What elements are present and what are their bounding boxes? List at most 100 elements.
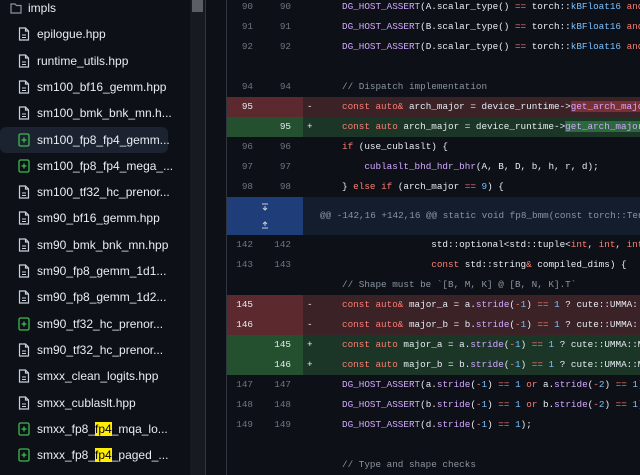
diff-sign: - bbox=[307, 319, 313, 330]
new-line-number bbox=[265, 315, 303, 335]
file-tree: impls epilogue.hpp runtime_utils.hpp sm100_… bbox=[0, 0, 190, 475]
code-line: // Dispatch implementation bbox=[303, 77, 640, 97]
file-item[interactable]: sm90_bmk_bnk_mn.hpp bbox=[0, 232, 168, 258]
file-label: sm90_bmk_bnk_mn.hpp bbox=[37, 237, 169, 252]
file-item[interactable]: sm90_tf32_hc_prenor... bbox=[0, 311, 168, 337]
code-token: == bbox=[498, 379, 510, 390]
code-token: stride bbox=[436, 419, 471, 430]
file-item[interactable]: sm90_fp8_gemm_1d2... bbox=[0, 284, 168, 310]
code-token: get_arch_major bbox=[565, 121, 640, 132]
code-line: cublaslt_bhd_hdr_bhr(A, B, D, b, h, r, d… bbox=[303, 157, 640, 177]
code-token: == bbox=[615, 379, 627, 390]
code-token: stride bbox=[436, 379, 471, 390]
file-label: smxx_clean_logits.hpp bbox=[37, 369, 159, 384]
old-line-number: 98 bbox=[241, 181, 253, 192]
code-token: 1 bbox=[554, 319, 560, 330]
file-item[interactable]: smxx_fp8_fp4_mqa_lo... bbox=[0, 416, 168, 442]
label-part: _mqa_lo... bbox=[111, 421, 168, 436]
file-icon bbox=[18, 211, 30, 225]
code-token: - bbox=[509, 339, 515, 350]
file-item[interactable]: sm100_fp8_fp4_gemm... bbox=[0, 126, 170, 153]
file-item[interactable]: sm100_fp8_fp4_mega_... bbox=[0, 153, 173, 179]
code-token: ) bbox=[487, 399, 499, 410]
file-item[interactable]: sm90_tf32_hc_prenor... bbox=[0, 337, 168, 363]
file-label: runtime_utils.hpp bbox=[37, 53, 129, 68]
code-token: // Type and shape checks bbox=[342, 459, 476, 470]
file-item[interactable]: sm90_fp8_gemm_1d1... bbox=[0, 258, 168, 284]
code-token: DG_HOST_ASSERT bbox=[342, 21, 421, 32]
code-token: , bbox=[587, 239, 599, 250]
file-item[interactable]: smxx_fp8_fp4_paged_... bbox=[0, 442, 168, 468]
code-token: == bbox=[498, 419, 510, 430]
file-item[interactable]: sm100_bf16_gemm.hpp bbox=[0, 74, 168, 100]
code-token: stride bbox=[475, 299, 510, 310]
label-part: smxx_fp8_ bbox=[37, 421, 96, 436]
code-token: == bbox=[537, 319, 549, 330]
old-line-number: 90 bbox=[241, 1, 253, 12]
code-token: stride bbox=[436, 399, 471, 410]
file-item[interactable]: sm100_bmk_bnk_mn.h... bbox=[0, 100, 172, 126]
code-token: 1 bbox=[515, 379, 521, 390]
scroll-thumb[interactable] bbox=[192, 0, 203, 12]
code-token: const auto bbox=[342, 319, 398, 330]
code-line: const std::string& compiled_dims) { bbox=[303, 255, 640, 275]
code-token: & bbox=[397, 101, 404, 112]
deleted-line: 146 const auto& major_b = b.stride(-1) ==… bbox=[227, 315, 640, 335]
code-token: and bbox=[626, 41, 640, 52]
added-line: 145 const auto major_a = a.stride(-1) == … bbox=[227, 335, 640, 355]
code-token: } bbox=[342, 181, 354, 192]
old-line-number: 149 bbox=[236, 419, 253, 430]
code-line: // Type and shape checks bbox=[303, 455, 640, 475]
file-item[interactable]: smxx_cublaslt.hpp bbox=[0, 390, 168, 416]
context-line: 92 92 DG_HOST_ASSERT(D.scalar_type() == to… bbox=[227, 37, 640, 57]
code-token: if bbox=[342, 141, 354, 152]
context-line: // Type and shape checks bbox=[227, 455, 640, 475]
code-token: & bbox=[397, 299, 404, 310]
code-token: get_arch_major bbox=[570, 101, 640, 112]
code-token: (d. bbox=[420, 419, 437, 430]
new-line-number: 92 bbox=[279, 41, 291, 52]
code-token: ) bbox=[604, 399, 616, 410]
code-token: == bbox=[615, 399, 627, 410]
code-token: cublaslt_bhd_hdr_bhr bbox=[364, 161, 476, 172]
new-line-number: 96 bbox=[279, 141, 291, 152]
file-item[interactable]: runtime_utils.hpp bbox=[0, 48, 168, 74]
code-token: 9 bbox=[481, 181, 488, 192]
context-line: 147 147 DG_HOST_ASSERT(a.stride(-1) == 1 o… bbox=[227, 375, 640, 395]
file-item[interactable]: sm90_bf16_gemm.hpp bbox=[0, 205, 168, 231]
code-line: // Shape must be `[B, M, K] @ [B, N, K].… bbox=[303, 275, 640, 295]
code-token: , bbox=[615, 239, 627, 250]
code-token: ( bbox=[509, 299, 515, 310]
file-added-icon bbox=[18, 422, 30, 436]
file-label: sm90_tf32_hc_prenor... bbox=[37, 342, 164, 357]
code-token: int bbox=[570, 239, 588, 250]
code-token: stride bbox=[470, 339, 504, 350]
context-line: // Shape must be `[B, M, K] @ [B, N, K].… bbox=[227, 275, 640, 295]
new-line-number bbox=[265, 295, 303, 315]
context-line: 143 143 const std::string& compiled_dims)… bbox=[227, 255, 640, 275]
file-item[interactable]: sm100_tf32_hc_prenor... bbox=[0, 179, 170, 205]
old-line-number: 97 bbox=[241, 161, 253, 172]
code-token: == bbox=[464, 181, 476, 192]
code-line: const auto major_a = a.stride(-1) == 1 ?… bbox=[303, 335, 640, 355]
code-token: 2 bbox=[598, 379, 605, 390]
expand-button[interactable] bbox=[227, 197, 303, 235]
file-item[interactable]: epilogue.hpp bbox=[0, 21, 168, 47]
expand-arrows[interactable] bbox=[227, 197, 303, 235]
old-line-number bbox=[227, 117, 265, 137]
code-token: int bbox=[598, 239, 616, 250]
file-item[interactable]: smxx_clean_logits.hpp bbox=[0, 363, 168, 389]
file-added-icon bbox=[18, 448, 30, 462]
code-token: stride bbox=[470, 359, 504, 370]
code-token: kBFloat16 bbox=[570, 1, 621, 12]
code-line: DG_HOST_ASSERT(A.scalar_type() == torch:… bbox=[303, 0, 640, 17]
code-token: torch:: bbox=[526, 41, 571, 52]
code-token: - bbox=[515, 299, 521, 310]
file-icon bbox=[18, 369, 30, 383]
scrollbar[interactable] bbox=[190, 0, 205, 475]
folder-item[interactable]: impls bbox=[0, 0, 168, 21]
label-part: smxx_fp8_ bbox=[37, 448, 96, 463]
search-match: fp4 bbox=[95, 421, 112, 436]
